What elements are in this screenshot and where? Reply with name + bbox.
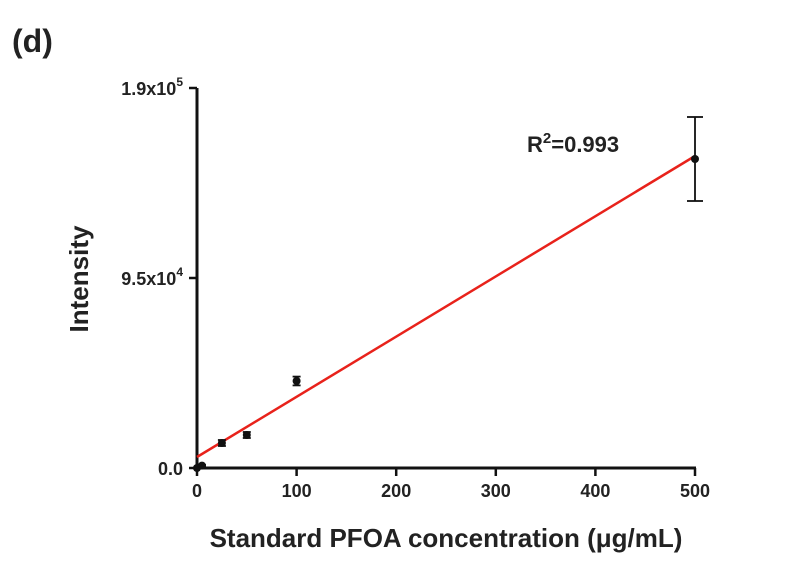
regression-line <box>196 154 696 459</box>
y-axis-title: Intensity <box>64 225 94 332</box>
r-squared-superscript: 2 <box>543 130 551 147</box>
data-points <box>193 116 703 472</box>
x-tick-label: 100 <box>282 481 312 501</box>
data-point <box>691 155 699 163</box>
r-squared-value: =0.993 <box>551 132 619 157</box>
data-point <box>197 461 206 470</box>
y-axis: 0.0 9.5x104 1.9x105 <box>121 75 199 479</box>
y-tick-mantissa: 0.0 <box>158 459 183 479</box>
x-tick-label: 400 <box>580 481 610 501</box>
x-tick-label: 200 <box>381 481 411 501</box>
y-tick-exponent: 4 <box>176 265 183 279</box>
y-tick-mantissa: 9.5x10 <box>121 269 176 289</box>
y-tick-mantissa: 1.9x10 <box>121 79 176 99</box>
x-axis: 0 100 200 300 400 500 <box>192 466 710 501</box>
data-point <box>242 431 251 439</box>
x-tick-label: 300 <box>481 481 511 501</box>
x-tick-label: 0 <box>192 481 202 501</box>
y-tick-label: 0.0 <box>158 459 183 479</box>
data-point <box>217 439 226 447</box>
data-point <box>292 377 301 385</box>
y-tick-label: 1.9x105 <box>121 75 183 99</box>
y-tick-label: 9.5x104 <box>121 265 183 289</box>
x-axis-title: Standard PFOA concentration (μg/mL) <box>210 523 683 553</box>
r-squared-base: R <box>527 132 543 157</box>
panel-label: (d) <box>12 23 53 59</box>
r-squared-annotation: R2=0.993 <box>527 130 619 157</box>
x-tick-label: 500 <box>680 481 710 501</box>
y-tick-exponent: 5 <box>176 75 183 89</box>
